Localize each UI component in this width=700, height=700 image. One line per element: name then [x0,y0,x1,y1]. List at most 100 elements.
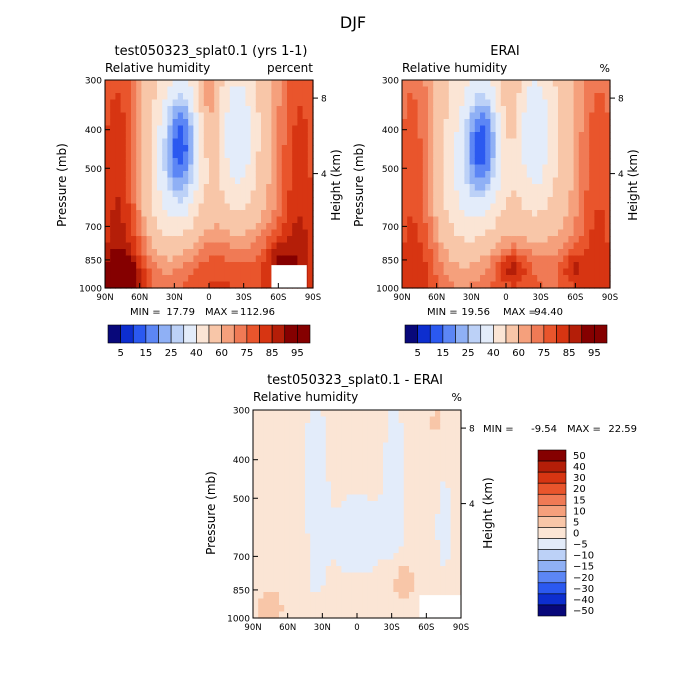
heatmap-cell [261,138,267,146]
heatmap-cell [433,99,439,107]
heatmap-cell [584,132,590,140]
heatmap-cell [599,268,606,276]
heatmap-cell [417,216,424,224]
heatmap-cell [388,455,394,463]
heatmap-cell [294,540,301,548]
heatmap-cell [383,442,389,450]
heatmap-cell [372,410,379,418]
heatmap-cell [177,281,184,289]
heatmap-cell [240,216,246,224]
heatmap-cell [526,80,533,88]
heatmap-cell [235,86,241,94]
heatmap-cell [414,585,420,593]
heatmap-cell [310,559,316,567]
y-tick-label: 300 [233,407,250,417]
heatmap-cell [367,520,374,528]
heatmap-cell [281,223,288,231]
heatmap-cell [480,112,486,120]
heatmap-cell [273,540,280,548]
heatmap-cell [214,112,220,120]
heatmap-cell [325,501,332,509]
heatmap-cell [320,520,327,528]
heatmap-cell [403,572,410,580]
heatmap-cell [438,262,445,270]
heatmap-cell [235,216,241,224]
heatmap-cell [245,255,252,263]
heatmap-cell [422,99,429,107]
heatmap-cell [357,553,363,561]
heatmap-cell [240,281,246,289]
heatmap-cell [115,210,122,218]
heatmap-cell [393,488,400,496]
heatmap-cell [105,119,111,127]
heatmap-cell [500,223,507,231]
heatmap-cell [450,501,457,509]
heatmap-cell [157,190,163,198]
heatmap-cell [454,99,460,107]
heatmap-cell [214,125,220,133]
heatmap-cell [177,262,184,270]
heatmap-cell [183,281,189,289]
heatmap-cell [253,527,259,535]
heatmap-cell [422,132,429,140]
heatmap-cell [440,416,446,424]
heatmap-cell [162,151,168,159]
heatmap-cell [136,93,142,101]
heatmap-cell [438,164,445,172]
heatmap-cell [402,99,408,107]
heatmap-cell [448,262,455,270]
heatmap-cell [377,605,384,613]
heatmap-cell [292,229,298,237]
heatmap-cell [141,223,148,231]
heatmap-cell [388,429,394,437]
heatmap-cell [307,242,314,250]
heatmap-cell [125,151,132,159]
heatmap-cell [454,119,460,127]
heatmap-cell [214,151,220,159]
heatmap-cell [151,164,158,172]
heatmap-cell [417,132,424,140]
heatmap-cell [315,611,322,619]
heatmap-cell [235,164,241,172]
colorbar-label: 40 [573,462,586,473]
heatmap-cell [273,429,280,437]
heatmap-cell [289,423,296,431]
heatmap-cell [289,494,296,502]
heatmap-cell [558,268,564,276]
heatmap-cell [367,592,374,600]
heatmap-cell [443,249,450,257]
heatmap-cell [302,132,309,140]
heatmap-cell [188,158,194,166]
heatmap-cell [299,416,306,424]
heatmap-cell [445,579,452,587]
heatmap-cell [398,514,405,522]
heatmap-cell [563,80,569,88]
heatmap-cell [448,125,455,133]
heatmap-cell [516,268,523,276]
heatmap-cell [276,80,283,88]
heatmap-cell [287,164,293,172]
heatmap-cell [341,527,348,535]
heatmap-cell [250,197,257,205]
heatmap-cell [424,442,431,450]
heatmap-cell [157,242,163,250]
heatmap-cell [383,501,389,509]
heatmap-cell [422,158,429,166]
heatmap-cell [294,416,301,424]
heatmap-cell [532,138,538,146]
heatmap-cell [402,86,408,94]
heatmap-cell [584,236,590,244]
heatmap-cell [193,93,200,101]
heatmap-cell [435,481,441,489]
heatmap-cell [115,93,122,101]
heatmap-cell [172,99,179,107]
heatmap-cell [110,119,116,127]
heatmap-cell [445,585,452,593]
heatmap-cell [438,86,445,94]
heatmap-cell [459,275,465,283]
heatmap-cell [448,106,455,114]
heatmap-cell [302,171,309,179]
heatmap-cell [589,190,595,198]
heatmap-cell [558,275,564,283]
heatmap-cell [261,164,267,172]
